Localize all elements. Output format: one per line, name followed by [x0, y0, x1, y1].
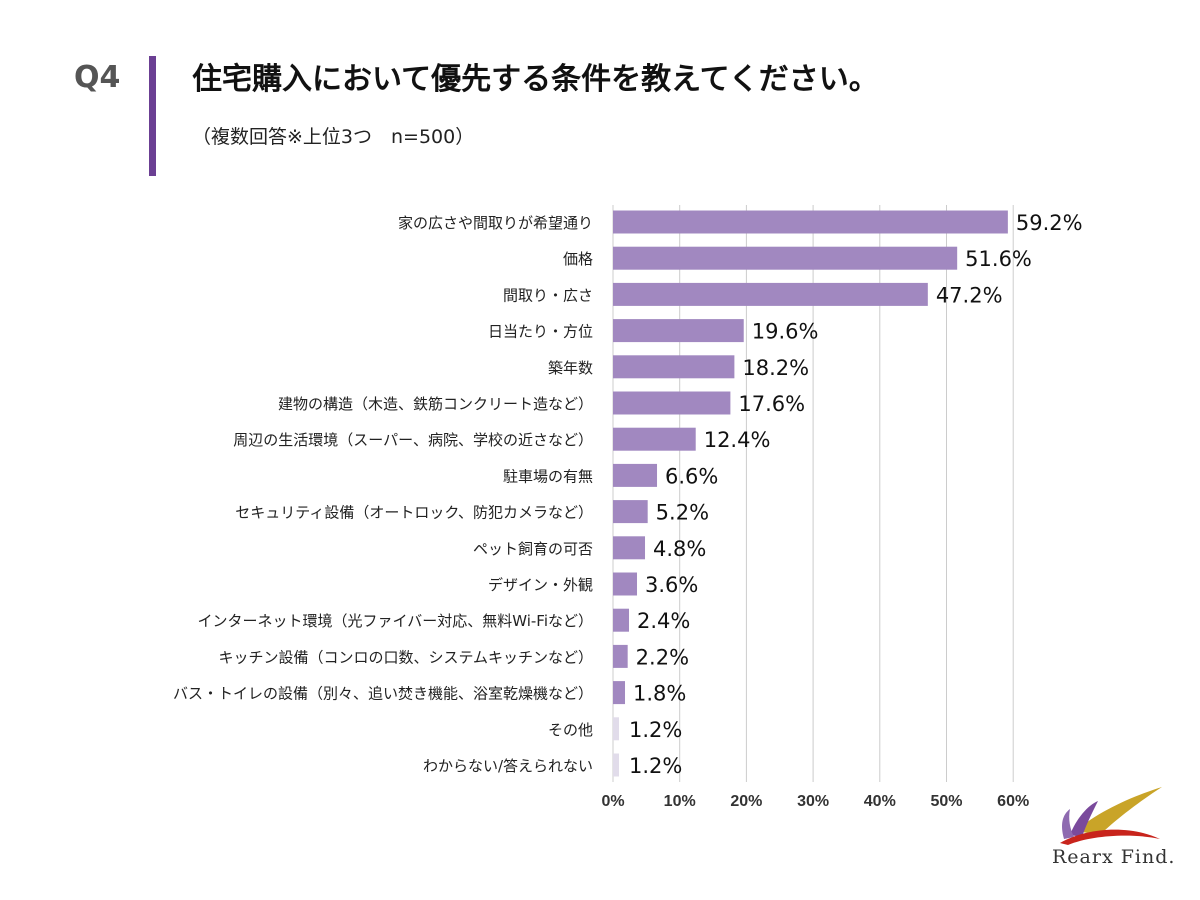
category-label: 建物の構造（木造、鉄筋コンクリート造など）	[278, 395, 593, 413]
bar	[613, 355, 735, 379]
brand-logo-text: Rearx Find.	[1052, 846, 1176, 868]
category-label: 築年数	[548, 359, 593, 377]
accent-bar	[149, 56, 156, 176]
x-tick-label: 50%	[930, 793, 962, 810]
question-number: Q4	[74, 60, 121, 95]
x-tick-label: 60%	[997, 793, 1029, 810]
category-label: わからない/答えられない	[423, 757, 593, 775]
bar	[613, 608, 630, 632]
category-label: 駐車場の有無	[503, 467, 593, 485]
data-label: 1.8%	[633, 682, 686, 706]
data-label: 12.4%	[704, 428, 771, 452]
category-label: その他	[548, 721, 593, 739]
x-tick-label: 40%	[864, 793, 896, 810]
bar	[613, 536, 646, 560]
bar	[613, 644, 628, 668]
data-label: 4.8%	[653, 537, 706, 561]
data-label: 1.2%	[629, 754, 682, 778]
category-label: 家の広さや間取りが希望通り	[398, 214, 593, 232]
bar	[613, 427, 696, 451]
bar	[613, 246, 958, 270]
bar	[613, 282, 928, 306]
category-label: ペット飼育の可否	[473, 540, 593, 558]
brand-logo-icon	[1060, 787, 1162, 845]
data-label: 18.2%	[742, 356, 809, 380]
data-label: 47.2%	[936, 283, 1003, 307]
category-label: 日当たり・方位	[488, 323, 593, 341]
data-label: 2.4%	[637, 609, 690, 633]
category-label: 価格	[563, 250, 593, 268]
page-subtitle: （複数回答※上位3つ n=500）	[192, 126, 475, 148]
category-label: キッチン設備（コンロの口数、システムキッチンなど）	[218, 648, 593, 666]
x-tick-label: 0%	[601, 793, 624, 810]
bar	[613, 717, 619, 741]
category-label: 間取り・広さ	[503, 286, 593, 304]
bar	[613, 500, 648, 524]
data-label: 6.6%	[665, 464, 718, 488]
data-label: 19.6%	[752, 320, 819, 344]
category-label: デザイン・外観	[488, 576, 593, 594]
data-label: 3.6%	[645, 573, 698, 597]
category-label: セキュリティ設備（オートロック、防犯カメラなど）	[235, 504, 593, 522]
category-label: 周辺の生活環境（スーパー、病院、学校の近さなど）	[233, 431, 593, 449]
bar	[613, 681, 626, 705]
x-tick-label: 30%	[797, 793, 829, 810]
bar	[613, 319, 744, 343]
category-label: インターネット環境（光ファイバー対応、無料Wi-Fiなど）	[198, 612, 594, 630]
x-tick-label: 20%	[730, 793, 762, 810]
bar	[613, 753, 619, 777]
bar	[613, 210, 1008, 234]
data-label: 1.2%	[629, 718, 682, 742]
category-label: バス・トイレの設備（別々、追い焚き機能、浴室乾燥機など）	[173, 685, 593, 703]
bar	[613, 391, 731, 415]
data-label: 17.6%	[738, 392, 805, 416]
bar	[613, 572, 638, 596]
data-label: 59.2%	[1016, 211, 1083, 235]
page-title: 住宅購入において優先する条件を教えてください。	[192, 62, 879, 97]
data-label: 51.6%	[965, 247, 1032, 271]
data-label: 2.2%	[636, 645, 689, 669]
bar	[613, 463, 658, 487]
data-label: 5.2%	[656, 501, 709, 525]
x-tick-label: 10%	[664, 793, 696, 810]
